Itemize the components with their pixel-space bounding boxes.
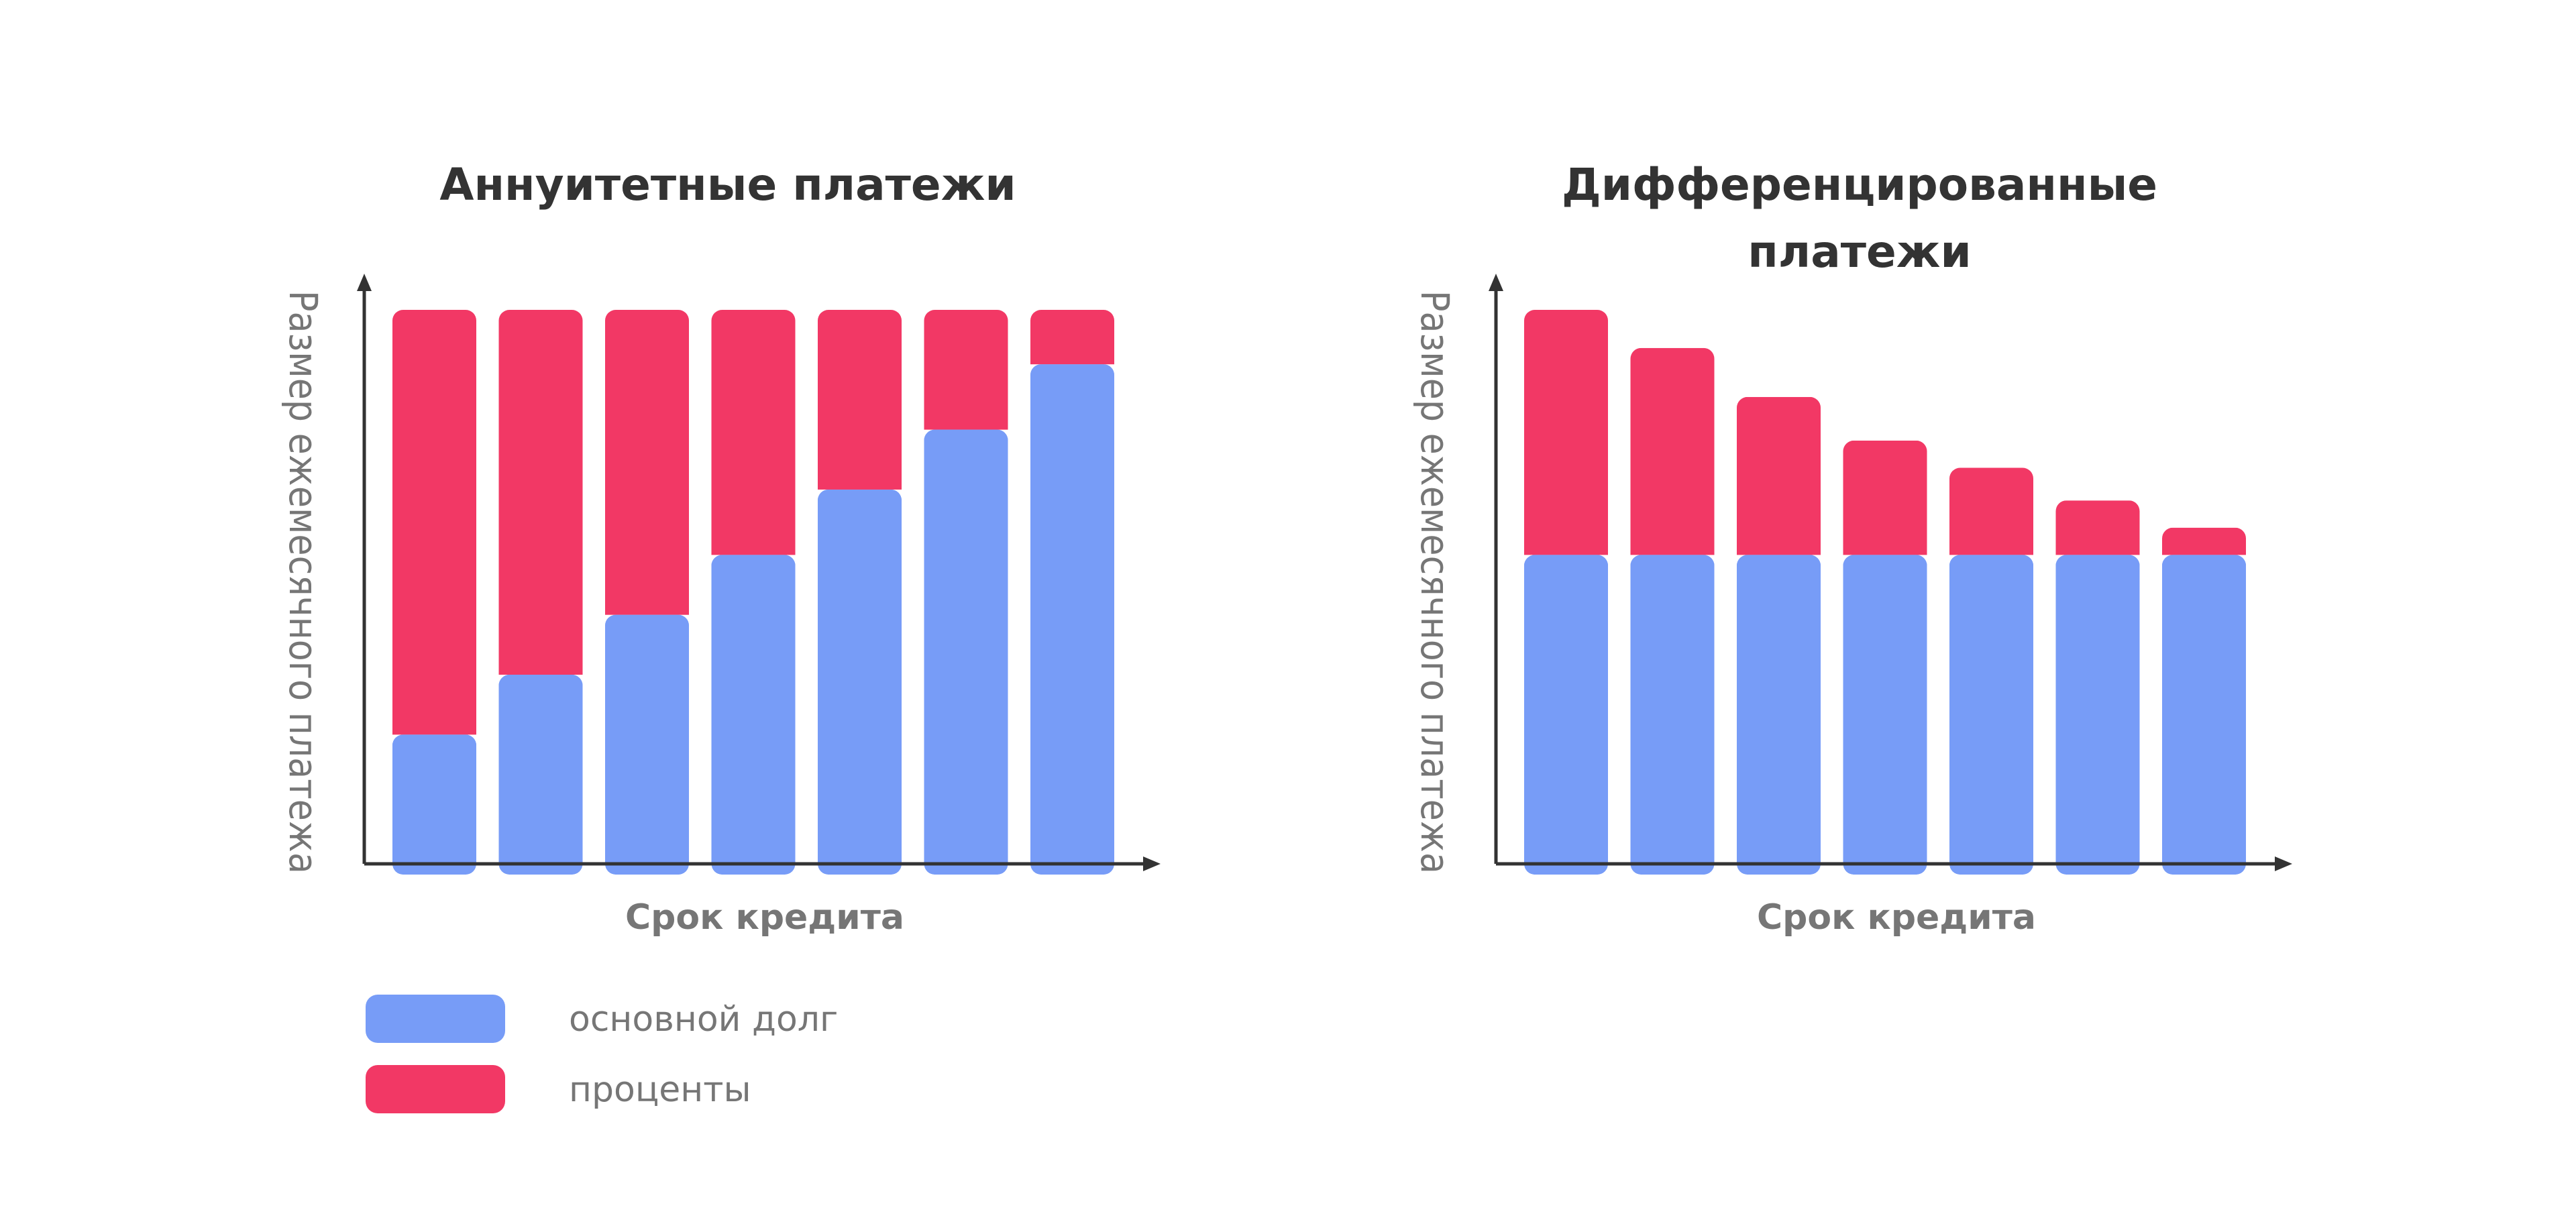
bar-segment-interest — [498, 310, 583, 675]
legend-item-interest: проценты — [366, 1065, 751, 1113]
y-axis-arrow — [357, 274, 372, 291]
bar-4 — [1843, 440, 1927, 875]
bar-segment-principal-top — [605, 614, 689, 875]
chart-title-line-1: Аннуитетные платежи — [439, 159, 1016, 211]
bar-segment-interest — [1030, 310, 1114, 365]
bar-6 — [924, 310, 1008, 875]
x-axis-label: Срок кредита — [1757, 897, 2036, 938]
bar-6 — [2055, 500, 2140, 875]
bar-segment-principal-top — [392, 734, 476, 875]
legend-label-principal: основной долг — [569, 999, 838, 1040]
bar-segment-interest — [1630, 347, 1715, 555]
annuity-chart: Аннуитетные платежи Срок кредита Размер еж… — [280, 159, 1161, 938]
bar-segment-interest — [1737, 396, 1821, 555]
bar-segment-interest — [711, 310, 796, 555]
y-axis-label: Размер ежемесячного платежа — [280, 290, 326, 874]
bar-segment-principal-top — [818, 489, 902, 875]
bar-7 — [1030, 310, 1114, 875]
legend: основной долг проценты — [366, 995, 838, 1113]
bar-segment-principal-top — [1737, 555, 1821, 875]
bar-1 — [1524, 310, 1608, 875]
bar-3 — [605, 310, 689, 875]
bar-5 — [818, 310, 902, 875]
bar-segment-principal-top — [711, 555, 796, 875]
bar-segment-principal-top — [1630, 555, 1715, 875]
legend-label-interest: проценты — [569, 1070, 751, 1110]
x-axis-label: Срок кредита — [625, 897, 904, 938]
bar-segment-interest — [924, 310, 1008, 430]
bar-segment-interest — [1524, 310, 1608, 555]
bar-segment-principal-top — [1843, 555, 1927, 875]
bar-segment-interest — [2162, 527, 2246, 555]
bar-2 — [498, 310, 583, 875]
differentiated-chart: Дифференцированные платежи Срок кредита Раз… — [1412, 159, 2292, 938]
legend-item-principal: основной долг — [366, 995, 838, 1043]
legend-swatch-principal — [366, 995, 505, 1043]
bar-segment-principal-top — [924, 429, 1008, 875]
bar-3 — [1737, 396, 1821, 875]
bar-1 — [392, 310, 476, 875]
bar-segment-interest — [605, 310, 689, 615]
bar-segment-principal-top — [498, 675, 583, 875]
bar-segment-principal-top — [1030, 364, 1114, 875]
bar-4 — [711, 310, 796, 875]
y-axis-label: Размер ежемесячного платежа — [1412, 290, 1458, 874]
bar-segment-interest — [392, 310, 476, 735]
bar-segment-principal-top — [1949, 555, 2033, 875]
bar-segment-interest — [1843, 440, 1927, 555]
bar-segment-interest — [818, 310, 902, 490]
x-axis-arrow — [1143, 856, 1161, 871]
bar-segment-principal-top — [2055, 555, 2140, 875]
bar-7 — [2162, 527, 2246, 875]
bar-2 — [1630, 347, 1715, 875]
bar-segment-interest — [2055, 500, 2140, 555]
bar-5 — [1949, 467, 2033, 875]
bar-segment-principal-top — [1524, 555, 1608, 875]
x-axis-arrow — [2275, 856, 2292, 871]
chart-title-line-2: платежи — [1748, 226, 1971, 278]
legend-swatch-interest — [366, 1065, 505, 1113]
y-axis-arrow — [1489, 274, 1503, 291]
chart-title-line-1: Дифференцированные — [1562, 159, 2157, 211]
bar-segment-interest — [1949, 467, 2033, 555]
bar-segment-principal-top — [2162, 555, 2246, 875]
